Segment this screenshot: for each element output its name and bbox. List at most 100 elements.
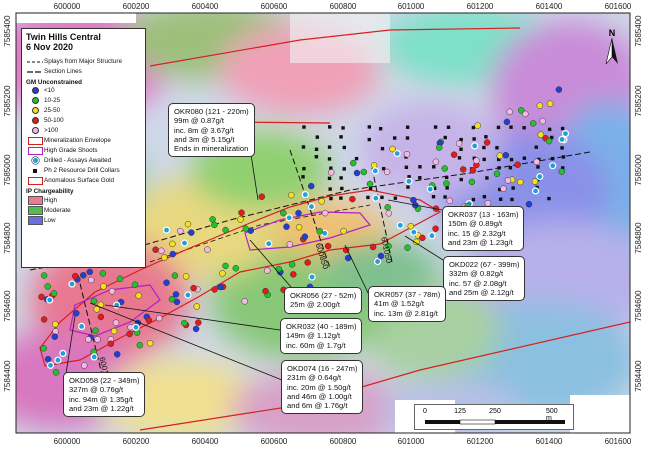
assay-point — [217, 283, 224, 291]
assay-point — [188, 229, 195, 236]
assay-point — [443, 180, 450, 187]
assay-point — [385, 242, 392, 250]
assay-point — [393, 149, 401, 158]
assay-point — [413, 238, 420, 246]
drill-collar — [536, 165, 540, 169]
callout-okd074: OKD074 (16 - 247m) 231m @ 0.64g/t inc. 20m… — [281, 360, 364, 415]
drill-collars — [301, 125, 566, 202]
drill-collar — [329, 166, 333, 170]
drill-collar — [509, 157, 514, 162]
assay-point — [318, 198, 325, 205]
assay-point — [112, 319, 120, 326]
assay-point — [283, 223, 290, 230]
drill-collar — [509, 125, 513, 129]
assay-point — [204, 246, 211, 253]
x-tick-label: 601000 — [397, 2, 425, 11]
section-line-600850 — [289, 149, 331, 269]
assay-point — [116, 275, 124, 283]
drill-collar — [392, 136, 397, 140]
assay-point — [238, 209, 245, 216]
drill-collar — [367, 125, 372, 129]
drill-collar — [431, 195, 436, 199]
assay-point — [44, 355, 52, 363]
assay-point — [113, 351, 121, 358]
assay-point — [94, 336, 101, 343]
drill-collar — [366, 195, 370, 200]
y-tick-label: 7585000 — [634, 154, 643, 186]
assay-point — [219, 270, 226, 277]
assay-point — [87, 276, 95, 284]
assay-point — [396, 221, 404, 229]
drill-collar — [498, 187, 502, 192]
x-tick-label: 601400 — [535, 437, 563, 446]
drill-collar — [404, 165, 409, 170]
assay-point — [349, 159, 357, 167]
assay-point — [304, 259, 311, 266]
assay-point — [172, 291, 180, 298]
y-tick-label: 7584600 — [3, 290, 12, 322]
assay-point — [316, 228, 323, 235]
assay-point — [59, 349, 67, 357]
assay-point — [285, 214, 293, 222]
assay-point — [529, 120, 537, 127]
assay-point — [549, 162, 557, 170]
legend-item-gm-4: >100 — [26, 126, 141, 136]
section-line-601050 — [371, 167, 393, 263]
callout-okd022: OKD022 (67 - 399m) 332m @ 0.82g/t inc. 57 … — [443, 256, 526, 301]
assay-point — [135, 292, 142, 299]
drill-collar — [484, 135, 488, 139]
drill-collar — [301, 145, 306, 149]
drill-collar — [341, 126, 345, 130]
assay-point — [265, 240, 273, 248]
assay-point — [324, 242, 332, 250]
assay-point — [435, 144, 443, 151]
drill-collar — [380, 195, 384, 200]
drill-collar — [367, 137, 371, 142]
assay-point — [404, 244, 411, 251]
assay-point — [441, 165, 448, 172]
callout-okr037: OKR037 (13 - 163m) 150m @ 0.89g/t inc. 15 … — [442, 206, 525, 251]
assay-point — [500, 185, 507, 192]
assay-point — [558, 135, 566, 143]
x-tick-label: 600600 — [260, 2, 288, 11]
x-tick-label: 600000 — [53, 437, 81, 446]
assay-point — [184, 291, 192, 299]
assay-point — [517, 107, 525, 114]
assay-point — [108, 288, 116, 295]
drill-collar — [547, 127, 552, 132]
drill-collar — [496, 157, 501, 162]
drill-collar — [407, 175, 411, 179]
assay-point — [537, 131, 545, 138]
drill-collar — [471, 197, 476, 202]
x-tick-label: 600800 — [329, 437, 357, 446]
y-tick-label: 7584400 — [634, 360, 643, 392]
assay-point — [407, 222, 415, 230]
assay-point — [51, 333, 59, 340]
assay-point — [531, 187, 540, 195]
assay-point — [184, 220, 192, 228]
callout-leaders — [64, 147, 444, 381]
drill-collar — [444, 175, 449, 180]
legend-item-ph2-collars: Ph 2 Resource Drill Collars — [26, 166, 141, 176]
assay-point — [340, 227, 347, 235]
legend-item-mineralization-envelope: Mineralization Envelope — [26, 136, 141, 146]
drill-collar — [302, 125, 306, 129]
x-tick-label: 600800 — [329, 2, 357, 11]
drill-collar — [472, 137, 476, 141]
assay-point — [163, 279, 170, 286]
assay-point — [514, 161, 521, 168]
drill-collar — [471, 125, 476, 130]
assay-point — [539, 117, 547, 125]
assay-point — [450, 151, 458, 158]
x-tick-label: 601200 — [466, 2, 494, 11]
x-tick-label: 600400 — [191, 2, 219, 11]
assay-point — [211, 221, 218, 229]
x-tick-label: 601600 — [604, 2, 632, 11]
assay-point — [503, 118, 511, 126]
assay-point — [77, 322, 86, 330]
assay-point — [360, 168, 368, 176]
x-tick-label: 600200 — [122, 2, 150, 11]
drill-collar — [328, 187, 332, 191]
assay-point — [158, 247, 165, 255]
assay-point — [126, 330, 133, 338]
